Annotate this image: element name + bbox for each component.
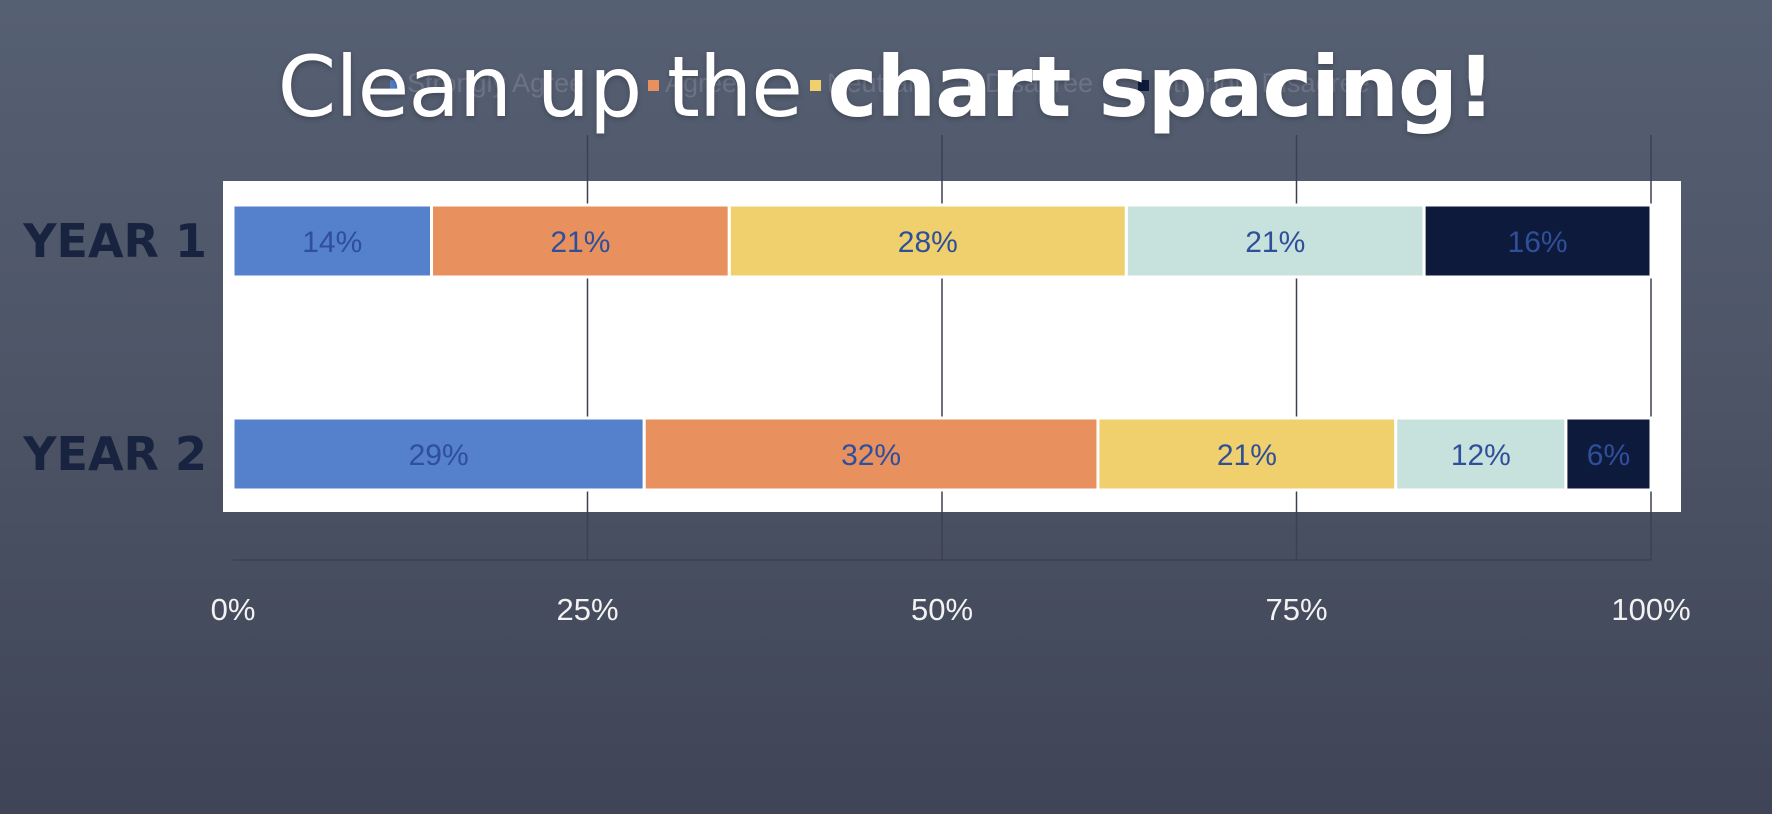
x-tick-label: 100% [1611,592,1690,627]
legend-swatch [810,80,821,91]
x-tick-label: 75% [1265,592,1327,627]
bar-segment [727,203,1128,279]
category-label: YEAR 2 [22,427,207,481]
bar-segment [1564,416,1653,492]
x-tick-label: 25% [556,592,618,627]
bar-segment [1096,416,1398,492]
data-label: 14% [302,226,362,259]
bar-segment [1394,416,1568,492]
slide-title-bold: chart spacing! [827,38,1496,136]
legend: Strongly Agree Agree Neutral Disagree Strong… [390,68,1370,98]
legend-swatch [390,80,401,91]
data-label: 21% [550,226,610,259]
slide-title-light: Clean up the [277,38,828,136]
legend-label: Strongly Agree [407,68,584,98]
legend-label: Agree [665,68,737,98]
bar-segment [231,416,646,492]
bar-segment [1422,203,1653,279]
data-labels: 14% 21% 28% 21% 16% 29% 32% 21% 12% 6% [302,226,1630,472]
data-label: 6% [1587,439,1630,472]
legend-swatch [1138,80,1149,91]
bar-segment [642,416,1100,492]
data-label: 32% [841,439,901,472]
data-label: 28% [898,226,958,259]
bar-segment [1124,203,1426,279]
legend-swatch [968,80,979,91]
data-label: 21% [1217,439,1277,472]
data-label: 21% [1245,226,1305,259]
x-tick-label: 0% [211,592,256,627]
legend-swatch [648,80,659,91]
data-label: 16% [1508,226,1568,259]
x-tick-label: 50% [911,592,973,627]
legend-label: Disagree [985,68,1093,98]
legend-label: Strongly Disagree [1155,68,1370,98]
category-label: YEAR 1 [22,214,207,268]
slide-title: Clean up the chart spacing! [0,38,1772,136]
legend-label: Neutral [827,68,914,98]
bar-segment [231,203,434,279]
value-axis: 0% 25% 50% 75% 100% [211,592,1691,627]
category-axis: YEAR 1 YEAR 2 [22,214,207,481]
bars [231,203,1653,492]
data-label: 29% [409,439,469,472]
data-label: 12% [1451,439,1511,472]
